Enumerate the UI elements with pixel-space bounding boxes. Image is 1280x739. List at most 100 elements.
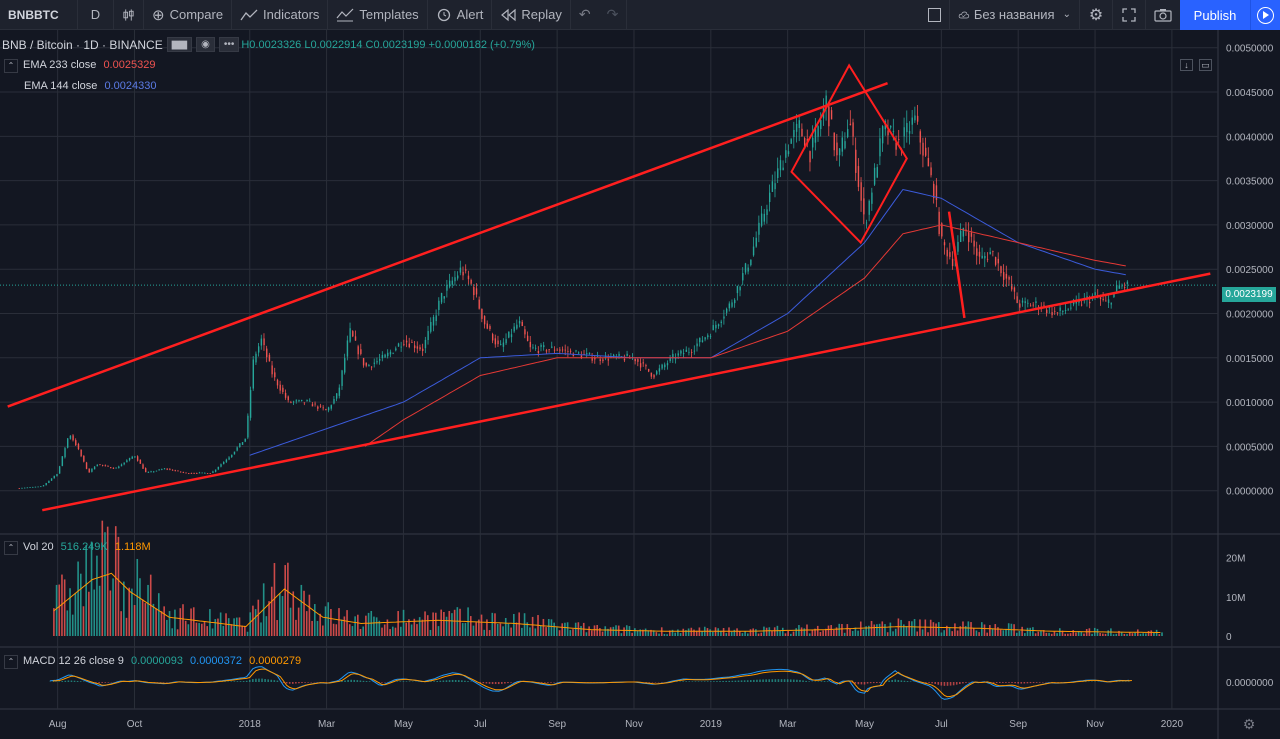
volume-bar (131, 588, 133, 636)
volume-bar (141, 599, 144, 636)
macd-histogram-bar (937, 682, 940, 685)
layout-button[interactable] (920, 0, 950, 30)
price-candle (559, 349, 561, 351)
price-candle (252, 359, 255, 389)
volume-bar (1024, 633, 1026, 636)
settings-button[interactable]: ⚙ (1080, 0, 1113, 30)
collapse-volume-button[interactable]: ⌃ (4, 541, 18, 555)
price-candle (852, 122, 854, 137)
scale-down-button[interactable]: ↓ (1180, 59, 1193, 71)
volume-bar (375, 617, 378, 636)
volume-bar (1056, 633, 1058, 636)
volume-bar (781, 627, 784, 636)
volume-bar (644, 628, 647, 636)
volume-bar (529, 627, 531, 636)
macd-histogram-bar (76, 680, 79, 682)
more-button[interactable]: ••• (218, 37, 240, 52)
volume-bar (443, 611, 445, 636)
price-candle (451, 280, 454, 285)
volume-bar (354, 616, 356, 636)
volume-bar (822, 630, 824, 636)
volume-bar (316, 620, 319, 636)
series-settings-button[interactable]: ▆▆ (166, 37, 193, 52)
price-candle (623, 359, 626, 361)
volume-bar (1026, 627, 1029, 636)
price-candle (970, 232, 973, 237)
macd-histogram-bar (353, 679, 356, 682)
collapse-legend-button[interactable]: ⌃ (4, 59, 18, 73)
volume-bar (206, 626, 208, 636)
volume-tick-label: 0 (1226, 632, 1232, 643)
eye-toggle-button[interactable]: ◉ (196, 37, 215, 52)
volume-bar (348, 624, 351, 636)
undo-button[interactable]: ↶ (571, 0, 599, 30)
volume-bar (916, 631, 919, 636)
price-candle (335, 393, 338, 399)
volume-bar (803, 628, 806, 636)
volume-bar (386, 619, 389, 636)
symbol-search-button[interactable]: BNBBTC (0, 0, 78, 30)
price-candle (723, 316, 725, 319)
volume-bar (607, 628, 609, 636)
auto-scale-button[interactable]: ▭ (1199, 59, 1212, 71)
price-candle (354, 336, 357, 341)
price-candle (196, 473, 198, 475)
arrow-down-icon: ↓ (1184, 60, 1189, 70)
price-candle (962, 228, 965, 237)
price-candle (292, 401, 295, 403)
macd-value-2: 0.0000372 (190, 655, 243, 667)
macd-histogram-bar (808, 681, 810, 682)
price-candle (556, 349, 558, 351)
layout-name: Без названия (973, 7, 1055, 22)
price-candle (99, 464, 101, 466)
price-candle (949, 252, 951, 257)
alert-label: Alert (456, 7, 484, 22)
volume-bar (1085, 629, 1088, 636)
price-candle (626, 353, 628, 356)
volume-bar (556, 627, 558, 636)
snapshot-button[interactable] (1146, 0, 1180, 30)
fullscreen-button[interactable] (1113, 0, 1146, 30)
redo-button[interactable]: ↷ (599, 0, 628, 30)
save-layout-button[interactable]: Без названия ⌄ (950, 0, 1080, 30)
price-candle (680, 350, 682, 354)
price-candle (637, 359, 639, 362)
compare-button[interactable]: ⊕ Compare (144, 0, 233, 30)
macd-histogram-bar (722, 680, 724, 682)
price-candle (639, 363, 642, 368)
price-axis[interactable]: 0.0000000 0.0005000 0.0010000 0.0015000 0.00… (1226, 44, 1274, 689)
chart-style-button[interactable] (114, 0, 144, 30)
collapse-macd-button[interactable]: ⌃ (4, 655, 18, 669)
templates-button[interactable]: Templates (328, 0, 428, 30)
replay-button[interactable]: Replay (492, 0, 571, 30)
volume-bar (937, 622, 940, 636)
volume-bar (270, 586, 273, 636)
volume-bar (663, 633, 666, 636)
stream-button[interactable] (1250, 0, 1280, 30)
templates-icon (336, 8, 354, 21)
price-candle (475, 288, 478, 295)
macd-histogram-bar (817, 681, 820, 682)
interval-button[interactable]: D (78, 0, 114, 30)
price-candle (67, 438, 69, 448)
price-candle (809, 151, 811, 163)
macd-histogram-bar (820, 681, 823, 682)
chart-canvas[interactable]: 0.0000000 0.0005000 0.0010000 0.0015000 0.00… (0, 30, 1280, 739)
alert-button[interactable]: Alert (428, 0, 493, 30)
macd-histogram-bar (70, 680, 73, 682)
macd-histogram-bar (728, 680, 731, 682)
price-candle (255, 353, 257, 363)
drawings-layer[interactable] (7, 63, 1211, 512)
macd-histogram-bar (802, 680, 804, 682)
macd-histogram-bar (759, 679, 761, 682)
price-pane (0, 90, 1218, 489)
macd-value-3: 0.0000279 (249, 655, 302, 667)
price-candle (491, 334, 494, 341)
volume-bar (125, 617, 128, 636)
publish-button[interactable]: Publish (1180, 0, 1250, 30)
price-candle (540, 344, 542, 347)
volume-bar (109, 590, 112, 636)
macd-histogram-bar (952, 682, 955, 686)
indicators-button[interactable]: Indicators (232, 0, 329, 30)
time-axis[interactable]: Aug Oct 2018 Mar May Jul Sep Nov 2019 Mar May Jul Se… (49, 717, 1256, 733)
